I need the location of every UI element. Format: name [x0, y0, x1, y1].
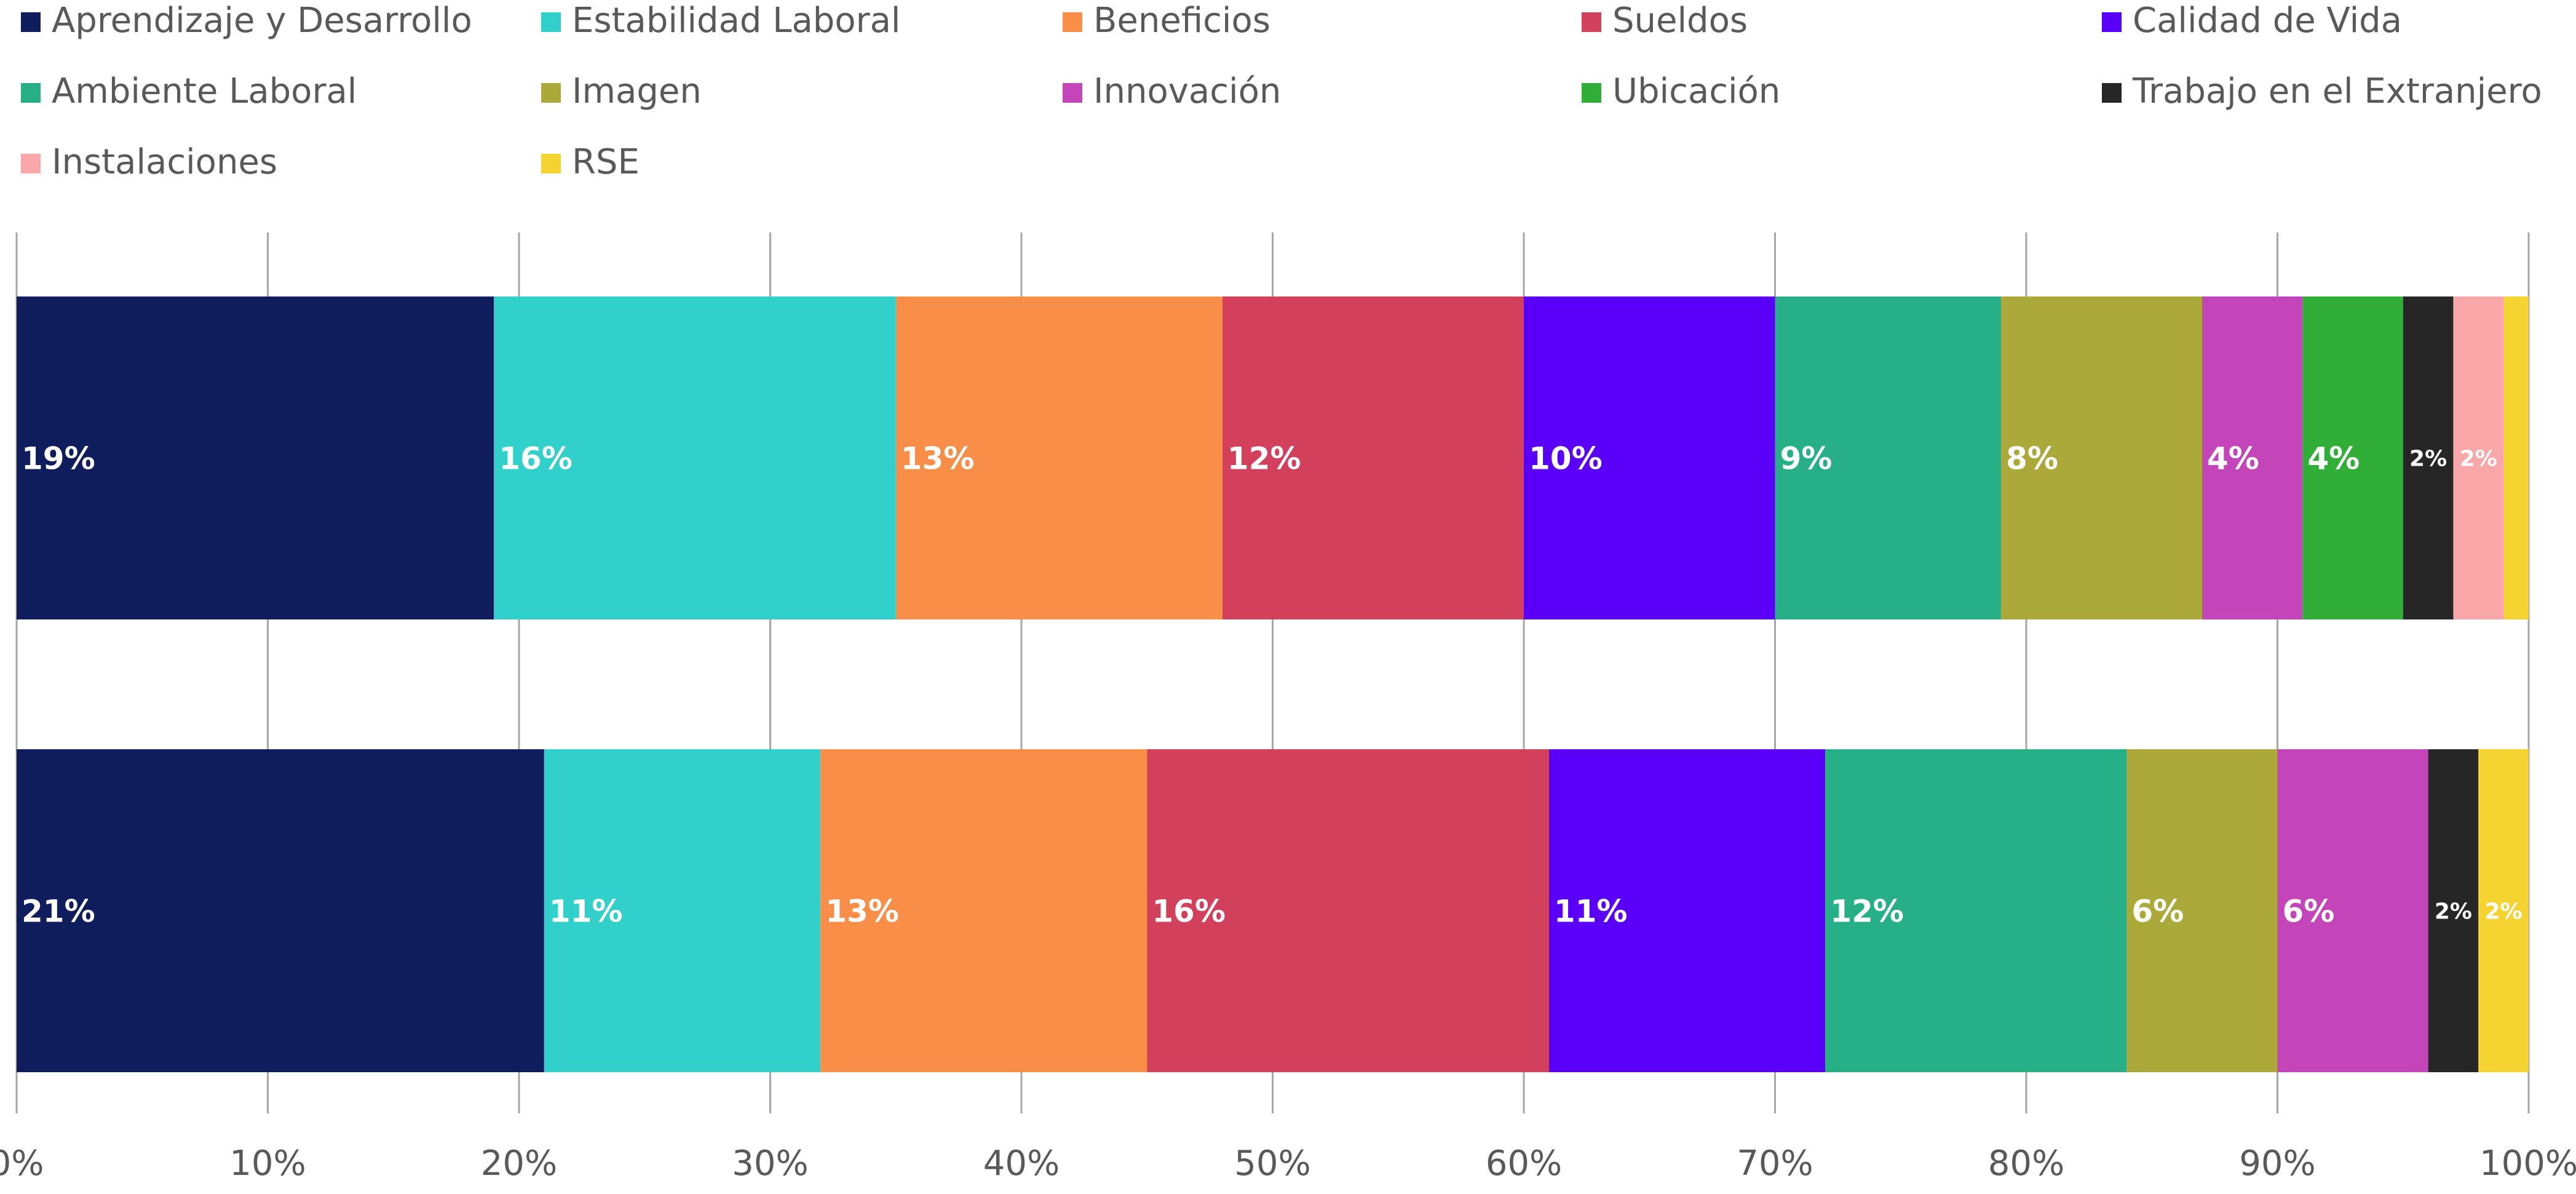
bars	[17, 297, 2529, 1072]
legend-swatch	[21, 154, 41, 173]
bar-segment-sueldos	[1147, 749, 1549, 1072]
x-tick-label: 100%	[2479, 1144, 2576, 1184]
bar-segment-imagen	[2001, 297, 2202, 619]
data-label: 2%	[2409, 447, 2447, 472]
x-tick-label: 10%	[229, 1144, 306, 1184]
bar-segment-ubicacion	[2302, 297, 2403, 619]
data-label: 12%	[1830, 894, 1904, 929]
data-label: 2%	[2485, 899, 2522, 925]
legend-item-trabajo-en-el-extranjero: Trabajo en el Extranjero	[2102, 71, 2542, 111]
bar-segment-sueldos	[1222, 297, 1524, 619]
data-label: 6%	[2131, 894, 2184, 929]
legend-item-sueldos: Sueldos	[1582, 1, 1748, 41]
legend-item-rse: RSE	[541, 142, 640, 182]
data-label: 4%	[2307, 441, 2360, 477]
legend-item-estabilidad-laboral: Estabilidad Laboral	[541, 1, 901, 41]
legend-label: Calidad de Vida	[2133, 1, 2402, 41]
bar-segment-calidad-de-vida	[1524, 297, 1775, 619]
legend-label: Sueldos	[1612, 1, 1748, 41]
data-label: 11%	[1554, 894, 1628, 929]
legend-swatch	[21, 83, 41, 103]
legend-swatch	[2102, 83, 2122, 103]
legend-label: Aprendizaje y Desarrollo	[52, 1, 472, 41]
legend-label: RSE	[572, 142, 640, 182]
data-label: 13%	[825, 894, 899, 929]
data-label: 13%	[901, 441, 975, 477]
x-tick-label: 20%	[481, 1144, 557, 1184]
legend-label: Imagen	[572, 71, 702, 111]
legend-label: Innovación	[1093, 71, 1281, 111]
legend-label: Instalaciones	[52, 142, 277, 182]
data-label: 2%	[2435, 899, 2472, 925]
legend-item-innovacion: Innovación	[1063, 71, 1281, 111]
x-tick-label: 70%	[1737, 1144, 1813, 1184]
legend: Aprendizaje y Desarrollo Estabilidad Labo…	[21, 1, 2542, 182]
legend-swatch	[541, 83, 561, 103]
legend-item-ubicacion: Ubicación	[1582, 71, 1780, 111]
x-tick-label: 90%	[2239, 1144, 2315, 1184]
legend-label: Beneficios	[1093, 1, 1270, 41]
legend-item-ambiente-laboral: Ambiente Laboral	[21, 71, 357, 111]
bar-segment-estabilidad-laboral	[494, 297, 896, 619]
bar-segment-beneficios	[895, 297, 1223, 619]
data-label: 19%	[22, 441, 95, 477]
legend-swatch	[1063, 83, 1082, 103]
legend-swatch	[21, 12, 41, 32]
data-label: 4%	[2207, 441, 2259, 477]
bar-segment-rse	[2478, 749, 2529, 1072]
bar-segment-imagen	[2126, 749, 2278, 1072]
x-tick-label: 0%	[0, 1144, 44, 1184]
x-tick-label: 40%	[983, 1144, 1060, 1184]
bar-segment-innovacion	[2277, 749, 2428, 1072]
x-tick-label: 30%	[732, 1144, 808, 1184]
x-axis-ticks: 0% 10% 20% 30% 40% 50% 60% 70% 80% 90% 100%	[0, 1144, 2576, 1184]
legend-item-calidad-de-vida: Calidad de Vida	[2102, 1, 2402, 41]
legend-item-beneficios: Beneficios	[1063, 1, 1270, 41]
data-labels: 19% 16% 13% 12% 10% 9% 8% 4% 4% 2% 2% 21% 11% 13% 16% 1…	[22, 441, 2522, 929]
data-label: 10%	[1529, 441, 1603, 477]
data-label: 16%	[1152, 894, 1226, 929]
bar-segment-instalaciones	[2453, 297, 2504, 619]
data-label: 8%	[2006, 441, 2058, 477]
legend-item-aprendizaje-y-desarrollo: Aprendizaje y Desarrollo	[21, 1, 472, 41]
legend-label: Ambiente Laboral	[52, 71, 357, 111]
bar-segment-ambiente-laboral	[1825, 749, 2127, 1072]
bar-segment-calidad-de-vida	[1548, 749, 1826, 1072]
x-tick-label: 60%	[1486, 1144, 1562, 1184]
bar-segment-trabajo-en-el-extranjero	[2403, 297, 2454, 619]
legend-swatch	[1582, 83, 1601, 103]
legend-item-imagen: Imagen	[541, 71, 702, 111]
legend-swatch	[541, 154, 561, 173]
bar-segment-beneficios	[820, 749, 1147, 1072]
legend-label: Trabajo en el Extranjero	[2132, 71, 2542, 111]
data-label: 2%	[2460, 447, 2497, 472]
data-label: 9%	[1780, 441, 1833, 477]
legend-label: Estabilidad Laboral	[572, 1, 901, 41]
x-tick-label: 80%	[1988, 1144, 2064, 1184]
legend-swatch	[1582, 12, 1601, 32]
data-label: 21%	[22, 894, 95, 929]
data-label: 12%	[1227, 441, 1301, 477]
bar-segment-estabilidad-laboral	[544, 749, 821, 1072]
legend-swatch	[2102, 12, 2122, 32]
legend-swatch	[1063, 12, 1082, 32]
bar-segment-ambiente-laboral	[1775, 297, 2002, 619]
data-label: 11%	[549, 894, 623, 929]
data-label: 16%	[499, 441, 573, 477]
legend-item-instalaciones: Instalaciones	[21, 142, 277, 182]
x-tick-label: 50%	[1234, 1144, 1310, 1184]
legend-label: Ubicación	[1612, 71, 1780, 111]
bar-segment-rse	[2503, 297, 2529, 619]
bar-segment-trabajo-en-el-extranjero	[2428, 749, 2479, 1072]
legend-swatch	[541, 12, 561, 32]
data-label: 6%	[2283, 894, 2335, 929]
bar-segment-aprendizaje-y-desarrollo	[17, 749, 544, 1072]
bar-segment-innovacion	[2201, 297, 2303, 619]
bar-segment-aprendizaje-y-desarrollo	[17, 297, 494, 619]
